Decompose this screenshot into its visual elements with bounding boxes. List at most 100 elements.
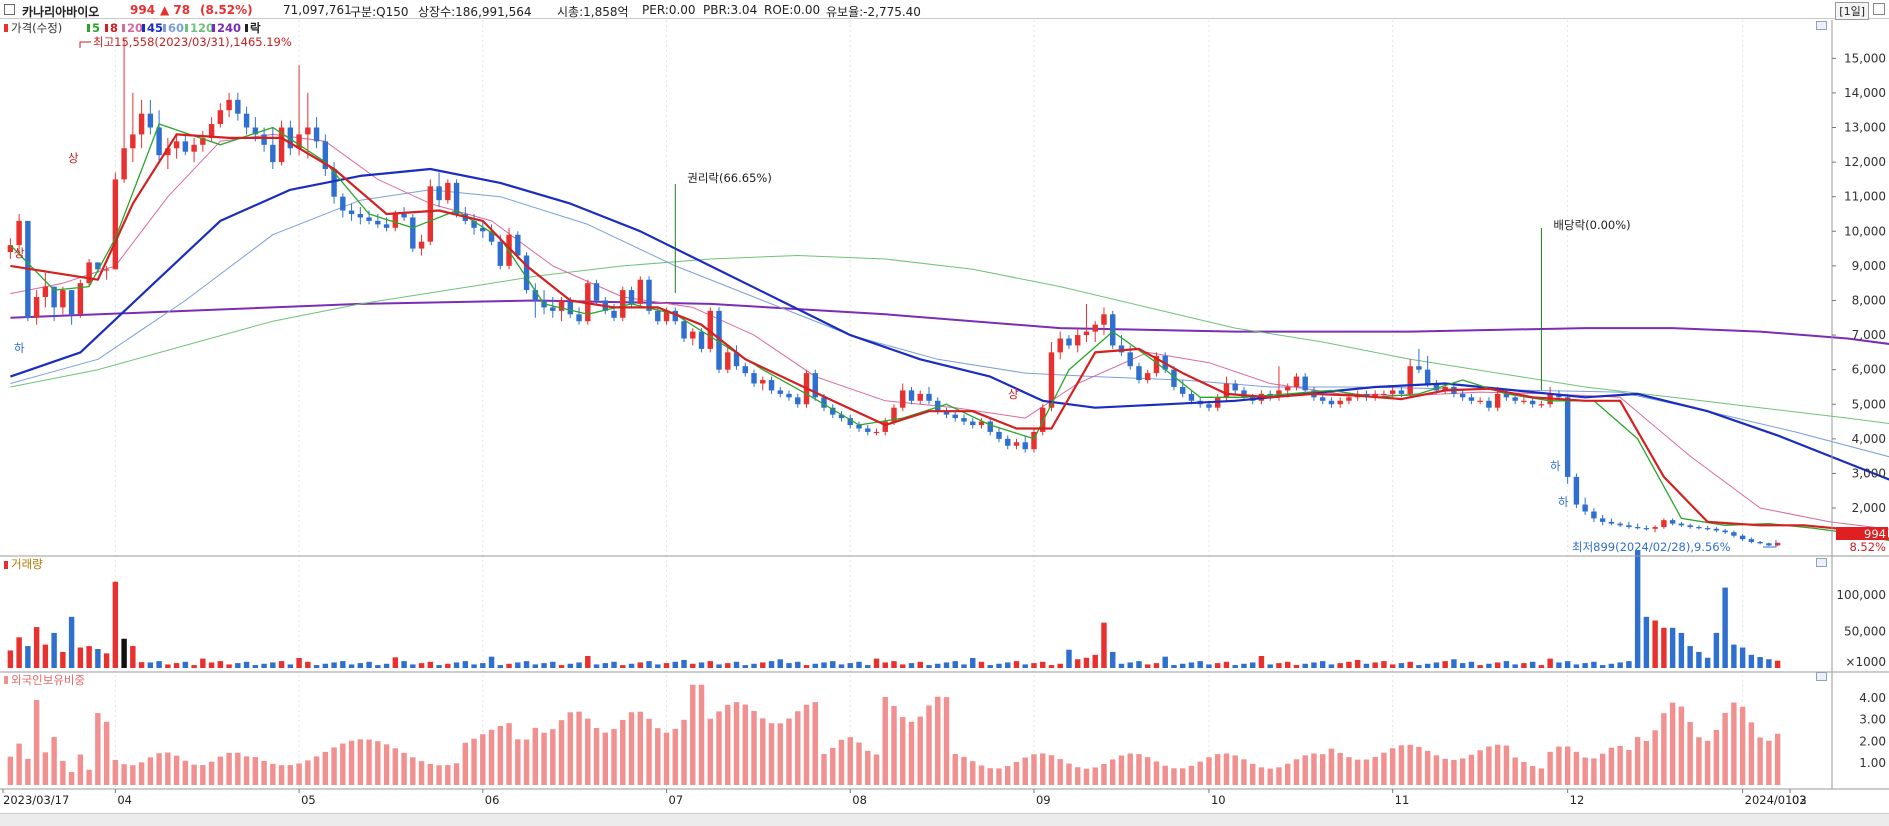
candle-body — [340, 196, 346, 211]
moving-average-ma60 — [10, 189, 1889, 458]
candle-body — [173, 141, 180, 149]
volume-bar — [313, 665, 320, 668]
volume-bar — [1468, 661, 1475, 668]
foreign-bar — [1661, 713, 1667, 785]
candle-body — [1704, 528, 1711, 530]
candle-body — [453, 182, 460, 214]
volume-bar — [217, 661, 224, 668]
volume-panel-title: 거래량 — [11, 557, 43, 571]
candle-body — [1048, 352, 1055, 408]
volume-bar — [1626, 661, 1632, 668]
foreign-bar — [401, 752, 407, 785]
volume-bar — [68, 616, 75, 668]
legend-item-8: 8 — [110, 21, 118, 35]
price-tick-label: 5,000 — [1852, 397, 1886, 411]
volume-bar — [42, 644, 49, 668]
candle-body — [436, 186, 442, 201]
stock-change-pct: (8.52%) — [200, 3, 253, 17]
volume-bar — [1731, 644, 1737, 668]
candle-body — [1538, 404, 1545, 406]
foreign-bar — [725, 704, 731, 785]
candle-body — [357, 213, 364, 218]
volume-bar — [558, 665, 565, 668]
candle-body — [1696, 527, 1702, 529]
foreign-bar — [42, 752, 49, 785]
foreign-bar — [1538, 768, 1545, 785]
legend-item-5: 5 — [92, 21, 100, 35]
candle-body — [733, 352, 740, 367]
foreign-bar — [1057, 759, 1063, 785]
foreign-bar — [1267, 768, 1273, 785]
foreign-bar — [838, 739, 845, 785]
foreign-bar — [1311, 753, 1317, 785]
bottom-scroll-bar[interactable] — [0, 813, 1889, 826]
foreign-bar — [716, 711, 722, 785]
candle-body — [1328, 400, 1335, 405]
volume-bar — [1389, 664, 1396, 668]
volume-panel-minimize-icon[interactable] — [1816, 558, 1827, 567]
volume-bar — [1704, 657, 1711, 668]
candle-body — [1188, 393, 1195, 401]
volume-bar — [795, 661, 801, 668]
moving-average-ma5 — [9, 123, 1889, 542]
volume-bar — [663, 663, 670, 668]
volume-bar — [1110, 651, 1116, 668]
foreign-bar — [1066, 763, 1072, 785]
foreign-bar — [1171, 768, 1177, 785]
candle-body — [95, 262, 101, 270]
volume-bar — [1267, 664, 1273, 668]
moving-average-ma240 — [10, 299, 1889, 345]
foreign-bar — [830, 747, 836, 785]
foreign-bar — [620, 719, 626, 785]
volume-bar — [270, 662, 276, 668]
volume-bar — [1337, 663, 1343, 668]
foreign-bar — [1389, 748, 1396, 785]
foreign-bar — [961, 756, 967, 785]
upper-limit-marker: 상 — [14, 246, 25, 260]
annotation-low: 최저899(2024/02/28),9.56% — [1572, 540, 1731, 554]
volume-bar — [25, 646, 31, 668]
candle-body — [1092, 324, 1098, 332]
candle-body — [1573, 476, 1580, 505]
price-panel-minimize-icon[interactable] — [1816, 21, 1827, 30]
volume-bar — [226, 664, 232, 668]
window-close-icon[interactable] — [1873, 3, 1885, 15]
last-price-box — [1836, 527, 1888, 540]
foreign-bar — [952, 753, 958, 785]
volume-bar — [1652, 620, 1658, 668]
select-checkbox[interactable] — [4, 4, 15, 15]
volume-bar — [462, 661, 469, 668]
foreign-bar — [383, 744, 390, 785]
foreign-bar — [156, 753, 162, 785]
foreign-bar — [25, 758, 31, 785]
legend-color-swatch — [212, 24, 215, 32]
foreign-bar — [777, 723, 783, 785]
x-axis-label: 09 — [1036, 793, 1051, 807]
foreign-bar — [445, 765, 451, 785]
foreign-bar — [541, 732, 547, 785]
period-selector[interactable]: [1일] — [1835, 2, 1869, 20]
foreign-bar — [1704, 740, 1711, 785]
foreign-bar — [322, 751, 329, 785]
foreign-bar — [208, 761, 215, 785]
candle-body — [751, 373, 757, 384]
volume-bar — [935, 663, 941, 668]
foreign-bar — [550, 729, 556, 785]
stock-name[interactable]: 카나리아바이오 — [22, 5, 100, 19]
foreign-panel-minimize-icon[interactable] — [1816, 672, 1827, 681]
pbr-value: PBR:3.04 — [703, 3, 758, 17]
candle-body — [217, 110, 224, 125]
foreign-bar — [375, 741, 381, 785]
volume-bar — [1022, 664, 1028, 668]
foreign-bar — [287, 765, 294, 785]
candle-body — [1319, 397, 1326, 401]
volume-bar — [60, 651, 66, 668]
volume-bar — [1171, 665, 1177, 668]
foreign-bar — [672, 728, 678, 785]
candle-body — [331, 169, 337, 197]
foreign-bar — [567, 712, 574, 785]
x-axis-label: 06 — [485, 793, 500, 807]
candle-body — [1407, 366, 1413, 394]
foreign-bar — [812, 702, 818, 785]
volume-bar — [1477, 665, 1483, 668]
